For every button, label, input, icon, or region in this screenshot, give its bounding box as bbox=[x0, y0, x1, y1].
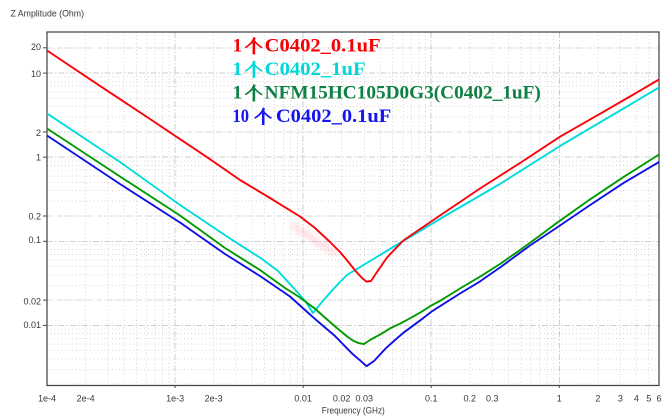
svg-text:3: 3 bbox=[618, 394, 623, 404]
svg-text:1: 1 bbox=[36, 152, 41, 162]
svg-text:0.3: 0.3 bbox=[486, 394, 499, 404]
svg-text:Frequency (GHz): Frequency (GHz) bbox=[322, 406, 385, 417]
svg-text:0.1: 0.1 bbox=[425, 394, 438, 404]
svg-text:2: 2 bbox=[36, 128, 41, 138]
svg-text:NFM15HC105D0G3(C0402_1uF): NFM15HC105D0G3(C0402_1uF) bbox=[265, 83, 541, 104]
svg-text:20: 20 bbox=[31, 42, 41, 52]
svg-text:1: 1 bbox=[233, 59, 243, 80]
svg-text:4: 4 bbox=[634, 394, 639, 404]
svg-text:0.03: 0.03 bbox=[356, 394, 374, 404]
svg-text:6: 6 bbox=[656, 394, 661, 404]
svg-text:C0402_0.1uF: C0402_0.1uF bbox=[276, 106, 391, 127]
svg-text:2: 2 bbox=[595, 394, 600, 404]
svg-text:0.2: 0.2 bbox=[464, 394, 477, 404]
svg-text:0.01: 0.01 bbox=[23, 320, 41, 330]
svg-text:1: 1 bbox=[233, 36, 243, 57]
svg-text:10: 10 bbox=[31, 69, 41, 79]
svg-text:0.02: 0.02 bbox=[333, 394, 351, 404]
svg-text:0.2: 0.2 bbox=[28, 212, 41, 222]
svg-text:0.1: 0.1 bbox=[28, 235, 41, 245]
svg-text:C0402_0.1uF: C0402_0.1uF bbox=[265, 36, 381, 57]
svg-text:2e-4: 2e-4 bbox=[77, 394, 95, 404]
svg-text:1: 1 bbox=[233, 83, 243, 104]
svg-text:0.01: 0.01 bbox=[294, 394, 312, 404]
svg-text:1e-4: 1e-4 bbox=[38, 394, 56, 404]
svg-text:C0402_1uF: C0402_1uF bbox=[265, 59, 366, 80]
svg-text:2e-3: 2e-3 bbox=[205, 394, 223, 404]
svg-text:Z Amplitude (Ohm): Z Amplitude (Ohm) bbox=[11, 9, 85, 20]
svg-text:5: 5 bbox=[646, 394, 651, 404]
svg-text:10: 10 bbox=[233, 106, 250, 127]
svg-text:1e-3: 1e-3 bbox=[166, 394, 184, 404]
svg-text:1: 1 bbox=[557, 394, 562, 404]
svg-text:0.02: 0.02 bbox=[23, 297, 41, 307]
